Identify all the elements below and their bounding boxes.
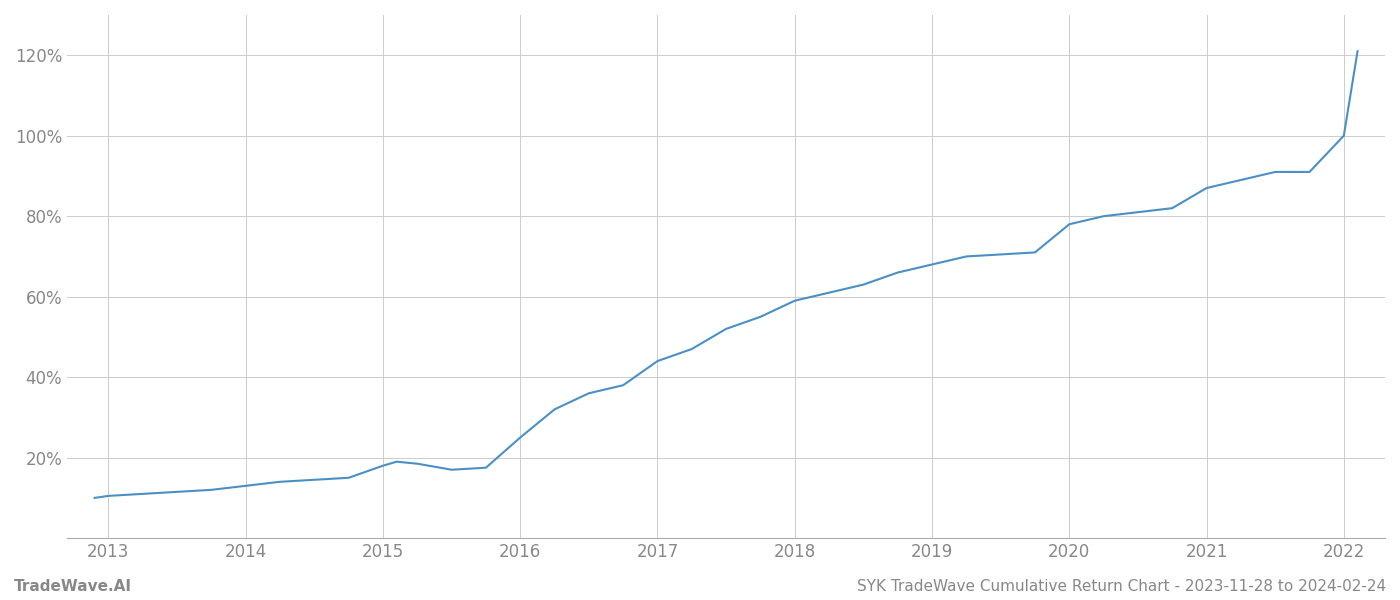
- Text: TradeWave.AI: TradeWave.AI: [14, 579, 132, 594]
- Text: SYK TradeWave Cumulative Return Chart - 2023-11-28 to 2024-02-24: SYK TradeWave Cumulative Return Chart - …: [857, 579, 1386, 594]
